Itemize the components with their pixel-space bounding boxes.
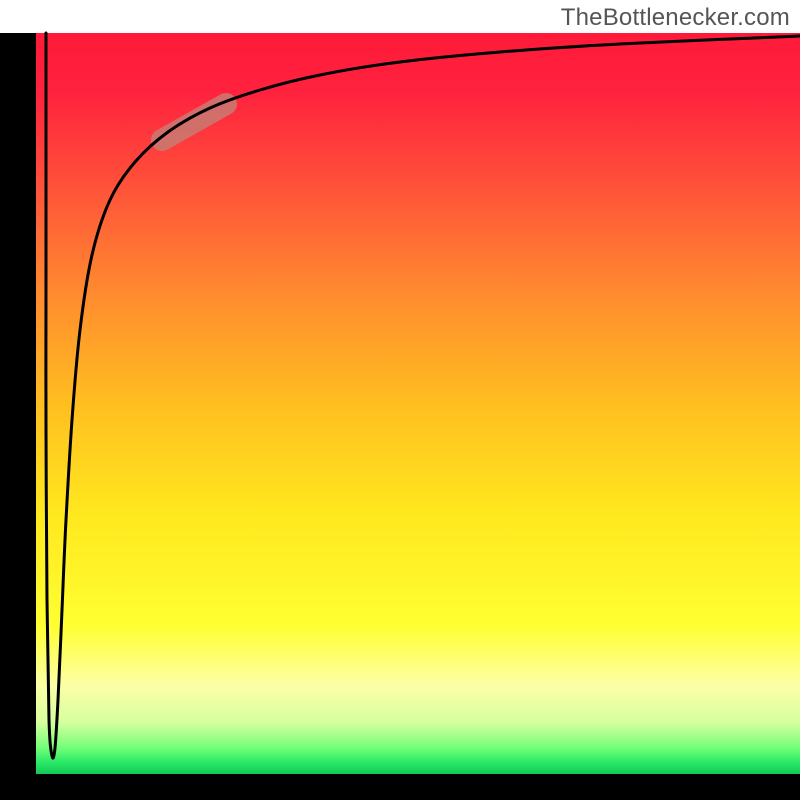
frame-left-bar — [0, 33, 36, 774]
watermark-text: TheBottlenecker.com — [561, 4, 790, 32]
frame-bottom-bar — [0, 774, 800, 800]
gradient-plot-area — [36, 33, 800, 774]
chart-container: TheBottlenecker.com — [0, 0, 800, 800]
